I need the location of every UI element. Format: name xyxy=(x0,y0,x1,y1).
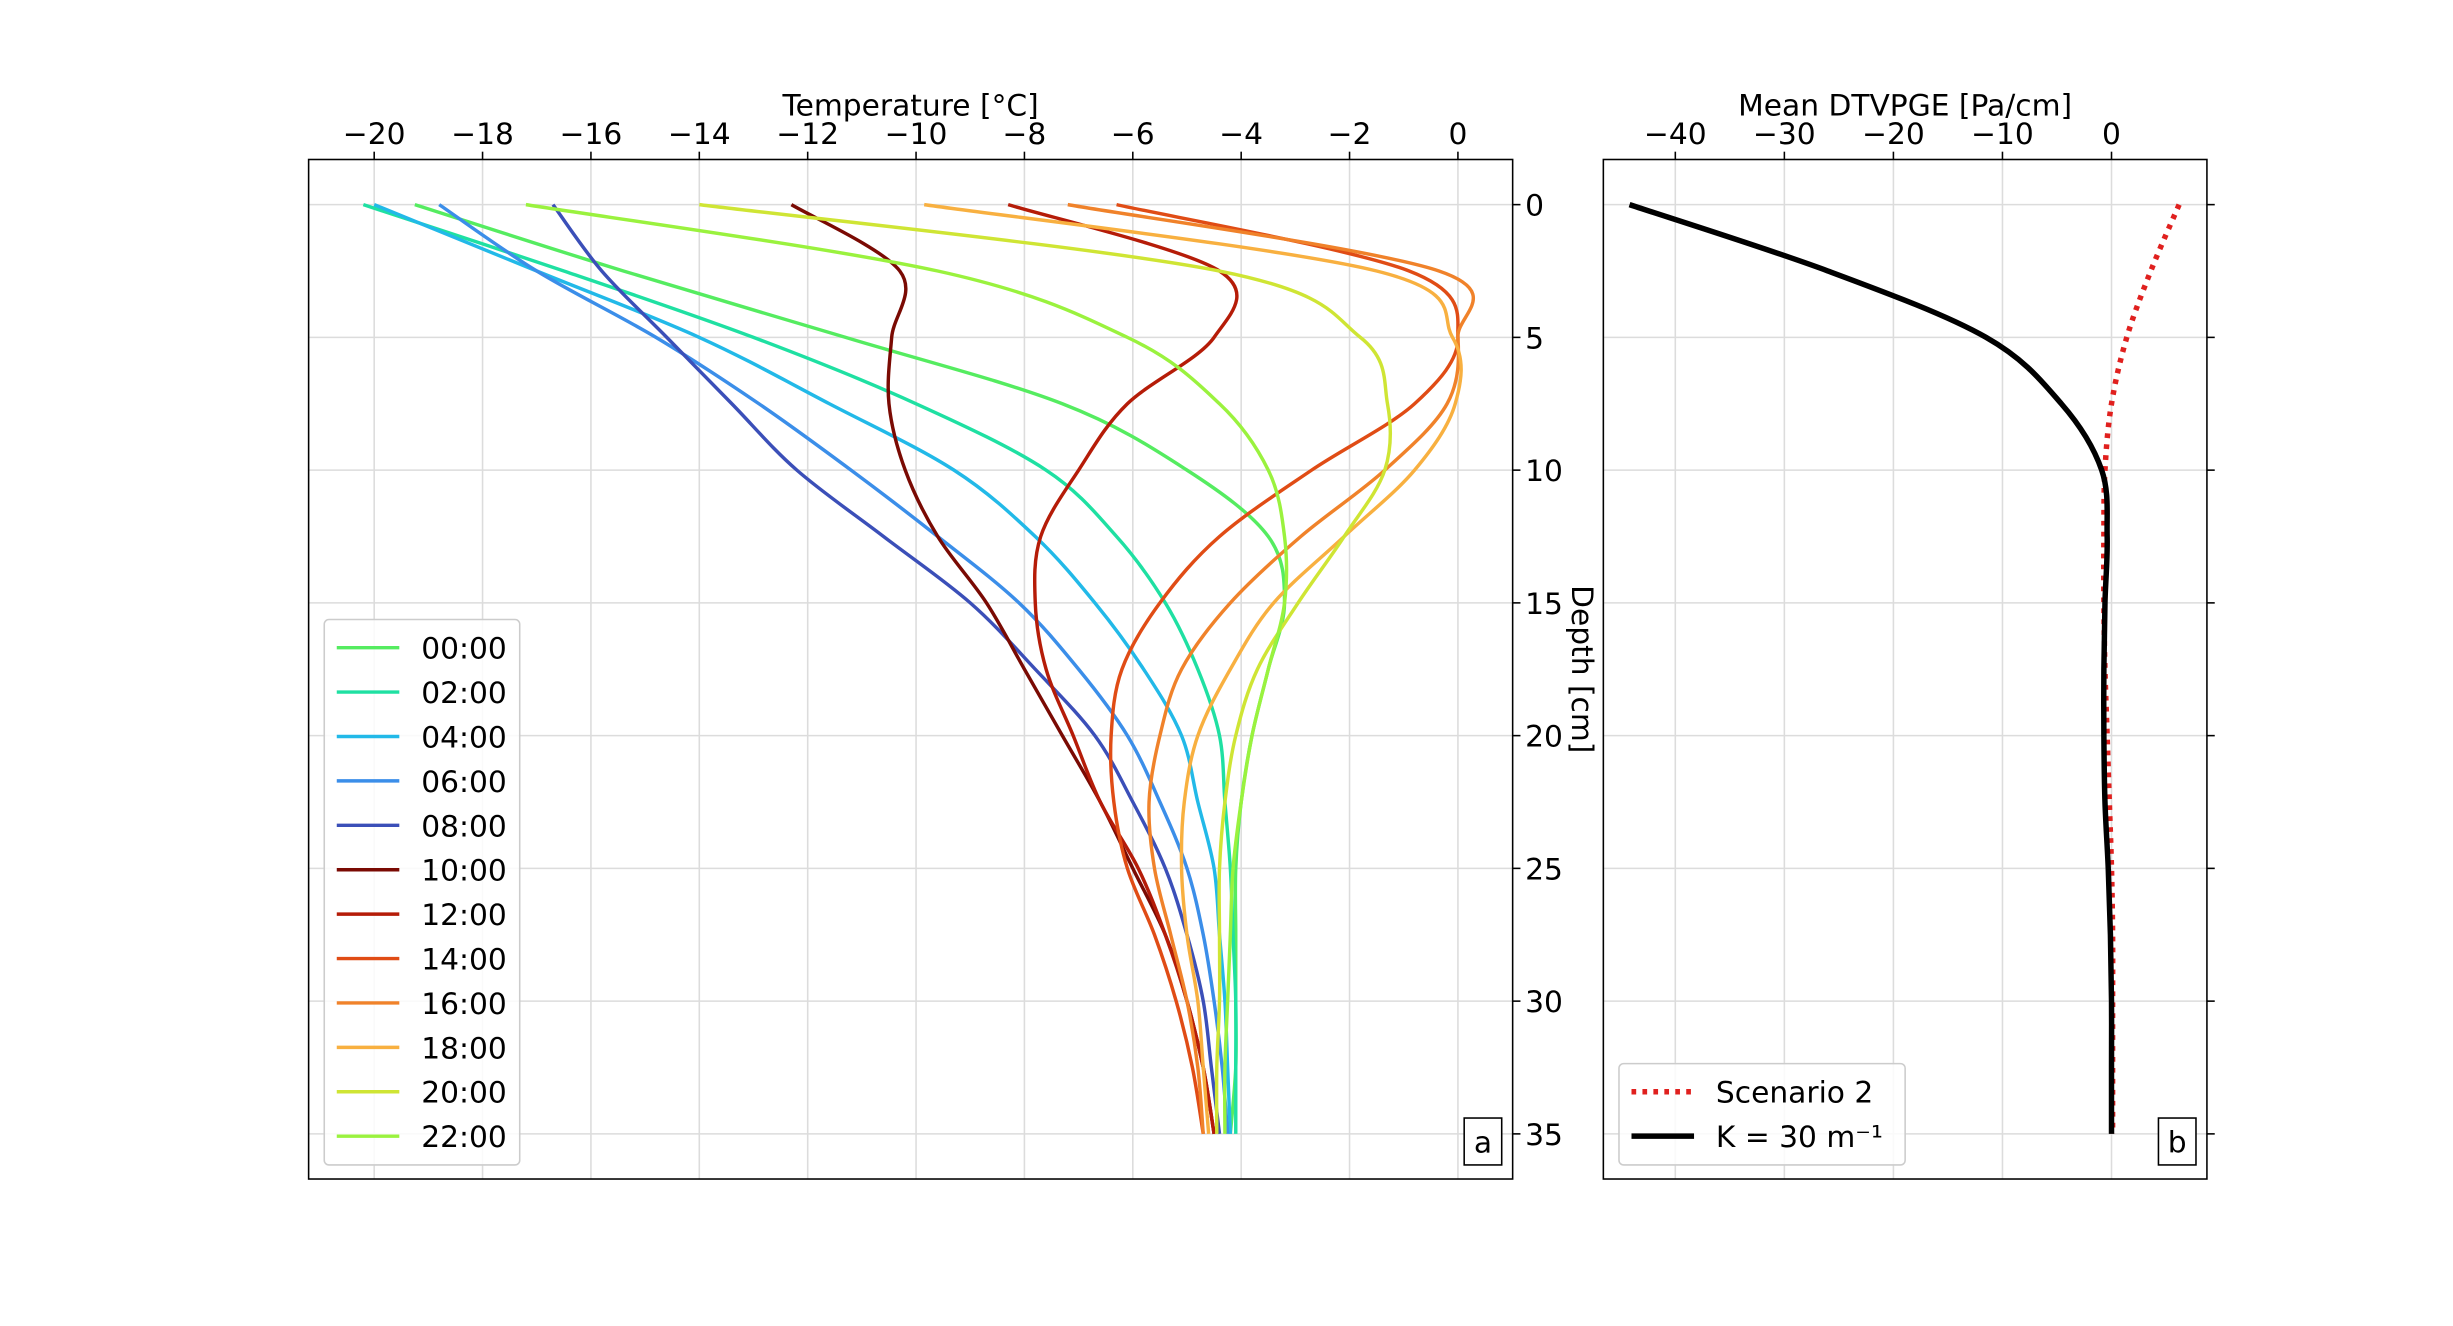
legend-label: 14:00 xyxy=(421,942,507,977)
x-tick-label: −30 xyxy=(1753,117,1816,152)
x-tick-label: 0 xyxy=(2102,117,2121,152)
panel-label-box xyxy=(2157,1117,2197,1166)
data-line xyxy=(2101,203,2182,1134)
y-tick-label: 35 xyxy=(1525,1118,1563,1153)
legend-label: 10:00 xyxy=(421,854,507,889)
x-tick-label: −10 xyxy=(885,117,948,152)
legend-label: 04:00 xyxy=(421,720,507,755)
data-line xyxy=(1108,202,1460,1135)
y-tick-label: 5 xyxy=(1525,321,1544,356)
legend-label: 06:00 xyxy=(421,765,507,800)
x-tick-label: −20 xyxy=(1862,117,1925,152)
legend-label: 00:00 xyxy=(421,632,507,667)
y-tick-label: 15 xyxy=(1525,587,1563,622)
x-tick-label: −40 xyxy=(1644,117,1707,152)
x-tick-label: −10 xyxy=(1971,117,2034,152)
legend-label: 02:00 xyxy=(421,676,507,711)
x-tick-label: −4 xyxy=(1219,117,1263,152)
x-tick-label: 0 xyxy=(1448,117,1467,152)
legend-box xyxy=(323,618,521,1166)
data-line xyxy=(1628,202,2115,1134)
data-line xyxy=(790,203,1216,1135)
legend-label: K = 30 m⁻¹ xyxy=(1716,1120,1883,1155)
data-line xyxy=(438,203,1230,1135)
legend-label: 20:00 xyxy=(421,1076,507,1111)
x-tick-label: −16 xyxy=(560,117,623,152)
legend-label: Scenario 2 xyxy=(1716,1076,1873,1111)
legend-label: 16:00 xyxy=(421,987,507,1022)
y-tick-label: 30 xyxy=(1525,985,1563,1020)
x-tick-label: −14 xyxy=(668,117,731,152)
y-axis-label: Depth [cm] xyxy=(1564,585,1599,753)
data-line xyxy=(414,202,1287,1135)
legend-label: 22:00 xyxy=(421,1120,507,1155)
plot-frame xyxy=(307,158,1514,1180)
data-line xyxy=(362,202,1238,1134)
x-tick-label: −2 xyxy=(1328,117,1372,152)
x-axis-label: Mean DTVPGE [Pa/cm] xyxy=(1738,89,2072,124)
x-tick-label: −6 xyxy=(1111,117,1155,152)
panel-label-box xyxy=(1463,1117,1503,1166)
panel-label: a xyxy=(1474,1125,1492,1160)
x-tick-label: −20 xyxy=(343,117,406,152)
x-tick-label: −12 xyxy=(776,117,839,152)
x-tick-label: −18 xyxy=(451,117,514,152)
x-tick-label: −8 xyxy=(1003,117,1047,152)
data-line xyxy=(525,202,1289,1134)
legend-box xyxy=(1618,1062,1906,1166)
data-line xyxy=(699,202,1393,1134)
data-line xyxy=(551,203,1222,1135)
y-tick-label: 20 xyxy=(1525,720,1563,755)
data-line xyxy=(1007,202,1239,1135)
y-tick-label: 25 xyxy=(1525,852,1563,887)
legend-label: 12:00 xyxy=(421,898,507,933)
plot-frame xyxy=(1602,158,2208,1180)
legend-label: 08:00 xyxy=(421,809,507,844)
legend-label: 18:00 xyxy=(421,1031,507,1066)
data-line xyxy=(923,202,1463,1135)
panel-label: b xyxy=(2168,1125,2187,1160)
x-axis-label: Temperature [°C] xyxy=(782,89,1039,124)
data-line xyxy=(1067,202,1476,1135)
y-tick-label: 0 xyxy=(1525,189,1544,224)
y-tick-label: 10 xyxy=(1525,454,1563,489)
